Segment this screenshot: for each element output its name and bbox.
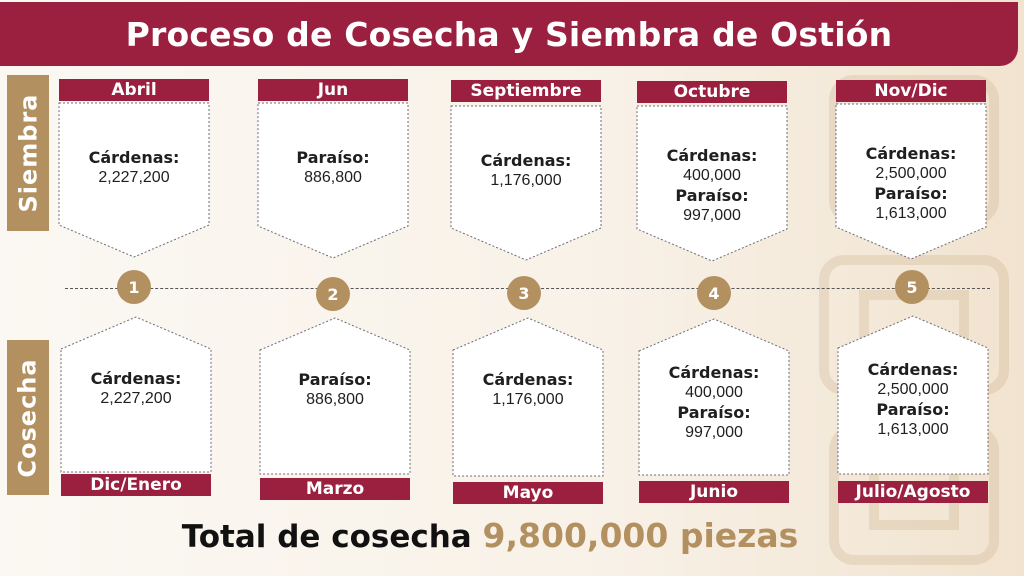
cosecha-location: Cárdenas: (668, 363, 760, 382)
cosecha-month-label: Julio/Agosto (838, 481, 988, 503)
cosecha-card (452, 317, 604, 477)
cosecha-month-label: Mayo (453, 482, 603, 504)
cosecha-month-label: Marzo (260, 478, 410, 500)
cosecha-card (60, 316, 212, 473)
cosecha-location: Paraíso: (876, 400, 950, 419)
cosecha-quantity: 997,000 (685, 424, 743, 441)
cosecha-card (638, 318, 790, 476)
cosecha-location: Paraíso: (298, 370, 372, 389)
title-bar: Proceso de Cosecha y Siembra de Ostión (0, 2, 1018, 66)
step-number: 4 (697, 276, 731, 310)
step-number: 1 (117, 270, 151, 304)
siembra-card (636, 105, 788, 262)
cosecha-label: Cosecha (7, 340, 49, 495)
siembra-month-label: Jun (258, 79, 408, 101)
step-number: 3 (507, 276, 541, 310)
step-number: 5 (895, 270, 929, 304)
siembra-label: Siembra (7, 75, 49, 231)
total-value: 9,800,000 piezas (482, 516, 799, 555)
cosecha-location: Cárdenas: (867, 360, 959, 379)
cosecha-card-text: Cárdenas: 1,176,000 (453, 370, 603, 410)
siembra-month-label: Abril (59, 79, 209, 101)
siembra-location: Paraíso: (874, 184, 948, 203)
siembra-location: Cárdenas: (480, 151, 572, 170)
cosecha-label-text: Cosecha (14, 357, 43, 478)
page-title: Proceso de Cosecha y Siembra de Ostión (125, 14, 893, 54)
cosecha-quantity: 2,500,000 (877, 381, 949, 398)
siembra-location: Cárdenas: (865, 144, 957, 163)
cosecha-location: Cárdenas: (90, 369, 182, 388)
siembra-location: Cárdenas: (88, 148, 180, 167)
cosecha-month-label: Dic/Enero (61, 474, 211, 496)
siembra-card-text: Cárdenas: 1,176,000 (451, 151, 601, 191)
siembra-location: Paraíso: (296, 148, 370, 167)
step-number: 2 (316, 277, 350, 311)
cosecha-card-text: Cárdenas: 400,000 Paraíso: 997,000 (639, 363, 789, 443)
total-label: Total de cosecha (181, 519, 472, 555)
cosecha-quantity: 886,800 (306, 391, 364, 408)
cosecha-quantity: 1,613,000 (877, 421, 949, 438)
siembra-card (450, 105, 602, 261)
cosecha-location: Paraíso: (677, 403, 751, 422)
siembra-month-label: Septiembre (451, 80, 601, 102)
cosecha-location: Cárdenas: (482, 370, 574, 389)
siembra-location: Cárdenas: (666, 146, 758, 165)
siembra-location: Paraíso: (675, 186, 749, 205)
siembra-quantity: 1,176,000 (490, 172, 562, 189)
cosecha-card (259, 317, 411, 475)
siembra-quantity: 2,227,200 (98, 169, 170, 186)
siembra-card-text: Cárdenas: 400,000 Paraíso: 997,000 (637, 146, 787, 226)
siembra-card (257, 102, 409, 259)
siembra-quantity: 2,500,000 (875, 165, 947, 182)
siembra-quantity: 1,613,000 (875, 205, 947, 222)
siembra-label-text: Siembra (14, 93, 43, 213)
siembra-month-label: Octubre (637, 81, 787, 103)
siembra-card (835, 103, 987, 260)
siembra-card-text: Paraíso: 886,800 (258, 148, 408, 188)
total-line: Total de cosecha 9,800,000 piezas (0, 516, 980, 555)
siembra-quantity: 997,000 (683, 207, 741, 224)
siembra-card-text: Cárdenas: 2,227,200 (59, 148, 209, 188)
cosecha-card-text: Cárdenas: 2,227,200 (61, 369, 211, 409)
siembra-quantity: 400,000 (683, 167, 741, 184)
cosecha-month-label: Junio (639, 481, 789, 503)
cosecha-quantity: 2,227,200 (100, 390, 172, 407)
cosecha-card-text: Cárdenas: 2,500,000 Paraíso: 1,613,000 (838, 360, 988, 440)
cosecha-card (837, 315, 989, 475)
siembra-quantity: 886,800 (304, 169, 362, 186)
cosecha-quantity: 1,176,000 (492, 391, 564, 408)
siembra-card-text: Cárdenas: 2,500,000 Paraíso: 1,613,000 (836, 144, 986, 224)
cosecha-quantity: 400,000 (685, 384, 743, 401)
siembra-card (58, 102, 210, 258)
cosecha-card-text: Paraíso: 886,800 (260, 370, 410, 410)
siembra-month-label: Nov/Dic (836, 80, 986, 102)
